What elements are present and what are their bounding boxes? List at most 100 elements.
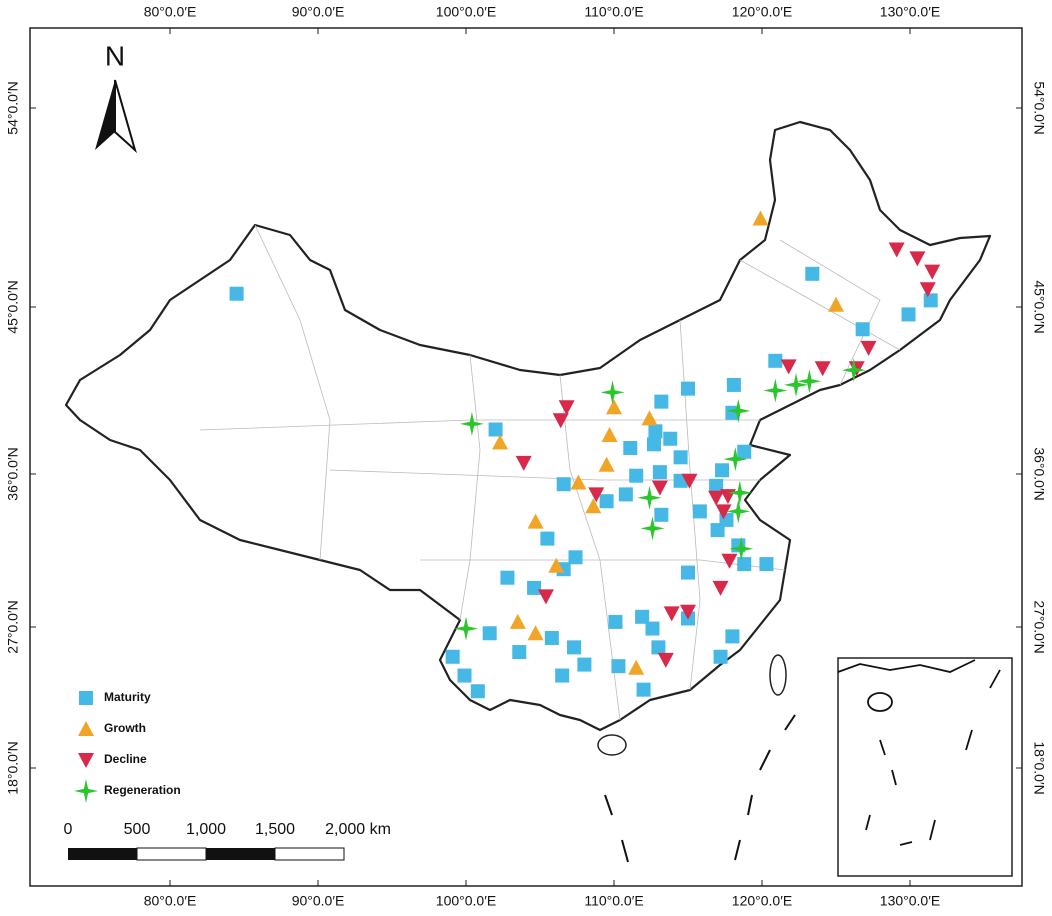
site-marker xyxy=(681,381,695,396)
lon-label: 100°0.0′E xyxy=(436,4,496,20)
site-marker xyxy=(797,369,822,394)
lat-label: 45°0.0′N xyxy=(5,280,21,333)
site-marker xyxy=(752,210,769,226)
site-marker xyxy=(509,613,526,629)
site-marker xyxy=(567,640,582,655)
site-marker xyxy=(640,516,665,541)
site-marker xyxy=(606,399,622,415)
site-marker xyxy=(635,609,650,624)
scale-label: 500 xyxy=(124,821,151,838)
site-marker xyxy=(544,630,559,645)
site-marker xyxy=(570,474,587,490)
legend-marker xyxy=(78,753,94,768)
site-marker xyxy=(654,507,669,522)
legend-label: Regeneration xyxy=(104,783,181,797)
site-marker xyxy=(737,444,752,459)
site-marker xyxy=(814,361,831,377)
site-marker xyxy=(652,465,667,480)
site-marker xyxy=(727,480,752,505)
site-marker xyxy=(527,580,542,595)
site-marker xyxy=(888,242,905,258)
site-marker xyxy=(855,322,870,337)
site-marker xyxy=(726,499,751,524)
site-marker xyxy=(552,413,569,429)
site-marker xyxy=(459,411,484,436)
site-marker xyxy=(577,657,592,672)
site-marker xyxy=(229,286,244,301)
site-marker xyxy=(527,625,544,641)
site-marker xyxy=(709,478,724,493)
site-marker xyxy=(601,427,618,443)
site-marker xyxy=(646,437,661,452)
site-marker xyxy=(663,431,678,446)
lat-label: 18°0.0′N xyxy=(5,741,21,794)
site-marker xyxy=(681,473,698,489)
lon-label: 110°0.0′E xyxy=(584,4,643,20)
site-marker xyxy=(470,684,485,699)
site-marker xyxy=(860,340,877,356)
site-marker xyxy=(641,410,658,426)
lon-label: 100°0.0′E xyxy=(436,893,496,909)
lon-label: 120°0.0′E xyxy=(732,4,792,20)
site-marker xyxy=(492,434,509,450)
site-marker xyxy=(654,394,669,409)
site-marker xyxy=(924,264,941,280)
site-marker xyxy=(901,307,916,322)
site-marker xyxy=(909,251,926,267)
site-marker xyxy=(611,659,626,674)
site-marker xyxy=(599,494,614,509)
lon-label: 130°0.0′E xyxy=(880,4,940,20)
legend-marker xyxy=(78,721,94,736)
site-marker xyxy=(457,668,472,683)
site-marker xyxy=(919,282,936,298)
site-marker xyxy=(651,640,666,655)
site-marker xyxy=(729,536,754,561)
lon-label: 130°0.0′E xyxy=(880,893,940,909)
site-marker xyxy=(923,293,938,308)
site-marker xyxy=(608,614,623,629)
lat-label: 54°0.0′N xyxy=(1031,81,1047,134)
site-marker xyxy=(780,359,797,375)
site-marker xyxy=(723,447,748,472)
lon-label: 90°0.0′E xyxy=(292,4,345,20)
legend-marker xyxy=(79,691,93,705)
site-marker xyxy=(715,504,732,520)
lat-label: 18°0.0′N xyxy=(1031,741,1047,794)
lat-label: 27°0.0′N xyxy=(5,600,21,653)
site-marker xyxy=(712,580,729,596)
site-marker xyxy=(629,468,644,483)
site-marker xyxy=(681,565,695,580)
lat-label: 36°0.0′N xyxy=(1031,447,1047,500)
site-marker xyxy=(588,487,605,503)
site-marker xyxy=(537,589,554,605)
lon-label: 80°0.0′E xyxy=(144,4,197,20)
site-marker xyxy=(841,358,866,383)
site-marker xyxy=(715,463,730,478)
site-marker xyxy=(568,550,583,565)
site-marker xyxy=(680,604,696,620)
site-marker xyxy=(445,649,460,664)
site-marker xyxy=(759,557,774,572)
site-marker xyxy=(488,422,503,437)
site-marker xyxy=(558,400,575,416)
site-marker xyxy=(555,668,570,683)
lon-label: 90°0.0′E xyxy=(292,893,345,909)
site-marker xyxy=(527,513,544,529)
scale-bar xyxy=(68,847,345,861)
site-marker xyxy=(737,557,752,572)
site-marker xyxy=(721,553,738,569)
legend-label: Growth xyxy=(104,721,146,735)
site-marker xyxy=(768,353,783,368)
hainan xyxy=(597,734,627,756)
site-marker xyxy=(648,424,663,439)
lon-label: 80°0.0′E xyxy=(144,893,197,909)
scale-label: 1,000 xyxy=(186,821,226,838)
site-marker xyxy=(713,649,728,664)
site-marker xyxy=(828,296,844,312)
site-marker xyxy=(763,378,788,403)
site-marker xyxy=(726,377,741,392)
lon-label: 120°0.0′E xyxy=(732,893,792,909)
site-marker xyxy=(515,455,532,471)
site-marker xyxy=(618,487,633,502)
